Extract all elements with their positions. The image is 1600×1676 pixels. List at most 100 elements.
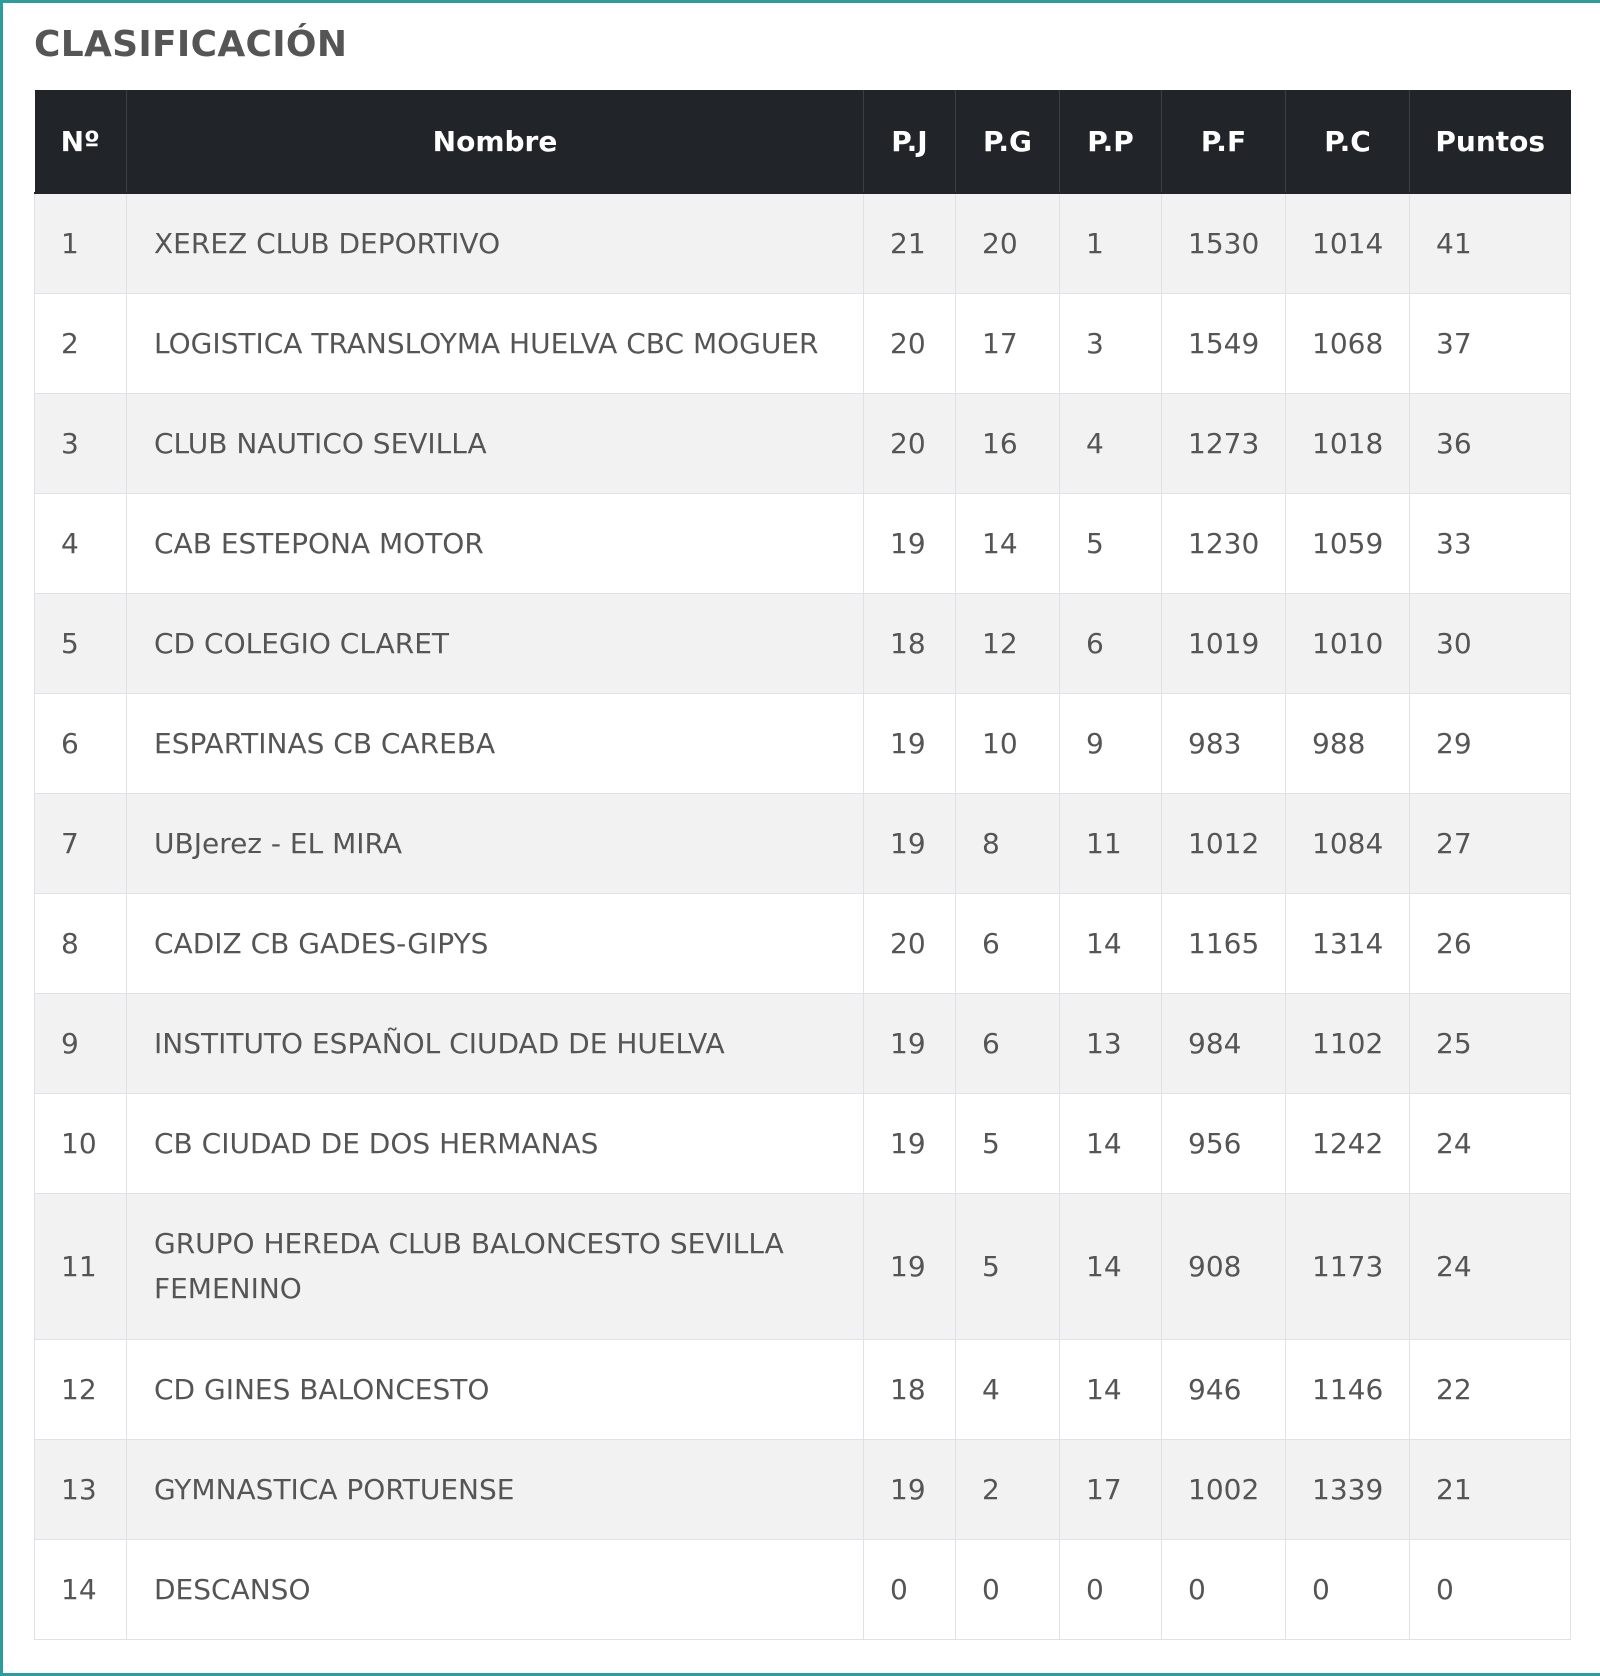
- cell-won: 17: [955, 292, 1060, 394]
- cell-points-for: 0: [1161, 1538, 1286, 1640]
- cell-team-name: GRUPO HEREDA CLUB BALONCESTO SEVILLA FEM…: [126, 1192, 864, 1340]
- table-body: 1 XEREZ CLUB DEPORTIVO 21 20 1 1530 1014 41 2 LOG…: [34, 192, 1571, 1640]
- cell-won: 14: [955, 492, 1060, 594]
- cell-team-name: XEREZ CLUB DEPORTIVO: [126, 192, 864, 294]
- cell-points: 33: [1409, 492, 1571, 594]
- table-row: 11 GRUPO HEREDA CLUB BALONCESTO SEVILLA F…: [34, 1192, 1571, 1340]
- cell-played: 20: [863, 892, 956, 994]
- cell-won: 16: [955, 392, 1060, 494]
- cell-position: 6: [34, 692, 127, 794]
- column-header-position: Nº: [34, 90, 127, 194]
- cell-points: 30: [1409, 592, 1571, 694]
- cell-lost: 14: [1059, 1092, 1162, 1194]
- column-header-lost: P.P: [1059, 90, 1162, 194]
- cell-played: 19: [863, 792, 956, 894]
- cell-lost: 11: [1059, 792, 1162, 894]
- cell-points-against: 1068: [1285, 292, 1410, 394]
- cell-points-against: 1059: [1285, 492, 1410, 594]
- column-header-points-against: P.C: [1285, 90, 1410, 194]
- cell-played: 0: [863, 1538, 956, 1640]
- cell-points-for: 1165: [1161, 892, 1286, 994]
- cell-played: 19: [863, 692, 956, 794]
- cell-points: 25: [1409, 992, 1571, 1094]
- cell-points-for: 1230: [1161, 492, 1286, 594]
- cell-lost: 6: [1059, 592, 1162, 694]
- cell-lost: 14: [1059, 1338, 1162, 1440]
- cell-points-for: 1019: [1161, 592, 1286, 694]
- cell-won: 2: [955, 1438, 1060, 1540]
- cell-team-name: CD GINES BALONCESTO: [126, 1338, 864, 1440]
- cell-won: 6: [955, 992, 1060, 1094]
- cell-team-name: CLUB NAUTICO SEVILLA: [126, 392, 864, 494]
- cell-played: 19: [863, 1092, 956, 1194]
- table-row: 12 CD GINES BALONCESTO 18 4 14 946 1146 22: [34, 1338, 1571, 1440]
- column-header-points-for: P.F: [1161, 90, 1286, 194]
- table-row: 7 UBJerez - EL MIRA 19 8 11 1012 1084 27: [34, 792, 1571, 894]
- cell-points-against: 1314: [1285, 892, 1410, 994]
- cell-team-name: UBJerez - EL MIRA: [126, 792, 864, 894]
- cell-position: 13: [34, 1438, 127, 1540]
- cell-won: 0: [955, 1538, 1060, 1640]
- cell-position: 11: [34, 1192, 127, 1340]
- table-row: 13 GYMNASTICA PORTUENSE 19 2 17 1002 1339 21: [34, 1438, 1571, 1540]
- cell-points-against: 1242: [1285, 1092, 1410, 1194]
- cell-points-for: 956: [1161, 1092, 1286, 1194]
- cell-won: 12: [955, 592, 1060, 694]
- cell-played: 19: [863, 992, 956, 1094]
- cell-points: 0: [1409, 1538, 1571, 1640]
- table-row: 8 CADIZ CB GADES-GIPYS 20 6 14 1165 1314 26: [34, 892, 1571, 994]
- cell-points-against: 1146: [1285, 1338, 1410, 1440]
- cell-played: 19: [863, 492, 956, 594]
- cell-won: 6: [955, 892, 1060, 994]
- cell-points-against: 0: [1285, 1538, 1410, 1640]
- table-header: Nº Nombre P.J P.G P.P P.F P.C Puntos: [34, 90, 1571, 194]
- cell-lost: 17: [1059, 1438, 1162, 1540]
- cell-position: 9: [34, 992, 127, 1094]
- cell-position: 7: [34, 792, 127, 894]
- table-row: 3 CLUB NAUTICO SEVILLA 20 16 4 1273 1018 36: [34, 392, 1571, 494]
- cell-lost: 3: [1059, 292, 1162, 394]
- cell-played: 18: [863, 592, 956, 694]
- cell-points-for: 1530: [1161, 192, 1286, 294]
- cell-points-for: 908: [1161, 1192, 1286, 1340]
- cell-points-for: 1012: [1161, 792, 1286, 894]
- cell-won: 20: [955, 192, 1060, 294]
- cell-points: 26: [1409, 892, 1571, 994]
- table-row: 2 LOGISTICA TRANSLOYMA HUELVA CBC MOGUER 2…: [34, 292, 1571, 394]
- table-row: 14 DESCANSO 0 0 0 0 0 0: [34, 1538, 1571, 1640]
- cell-position: 8: [34, 892, 127, 994]
- cell-position: 3: [34, 392, 127, 494]
- cell-played: 18: [863, 1338, 956, 1440]
- cell-points-against: 988: [1285, 692, 1410, 794]
- cell-position: 5: [34, 592, 127, 694]
- cell-points-against: 1014: [1285, 192, 1410, 294]
- cell-lost: 9: [1059, 692, 1162, 794]
- cell-points: 41: [1409, 192, 1571, 294]
- table-row: 5 CD COLEGIO CLARET 18 12 6 1019 1010 30: [34, 592, 1571, 694]
- cell-lost: 13: [1059, 992, 1162, 1094]
- cell-team-name: CD COLEGIO CLARET: [126, 592, 864, 694]
- cell-position: 14: [34, 1538, 127, 1640]
- cell-position: 4: [34, 492, 127, 594]
- cell-lost: 1: [1059, 192, 1162, 294]
- cell-points: 22: [1409, 1338, 1571, 1440]
- cell-points-for: 946: [1161, 1338, 1286, 1440]
- cell-points-for: 1549: [1161, 292, 1286, 394]
- cell-played: 20: [863, 392, 956, 494]
- table-row: 9 INSTITUTO ESPAÑOL CIUDAD DE HUELVA 19 6 13…: [34, 992, 1571, 1094]
- cell-lost: 0: [1059, 1538, 1162, 1640]
- cell-points: 27: [1409, 792, 1571, 894]
- standings-table: Nº Nombre P.J P.G P.P P.F P.C Puntos 1 XE…: [34, 90, 1571, 1640]
- cell-team-name: LOGISTICA TRANSLOYMA HUELVA CBC MOGUER: [126, 292, 864, 394]
- cell-lost: 14: [1059, 1192, 1162, 1340]
- cell-team-name: ESPARTINAS CB CAREBA: [126, 692, 864, 794]
- table-row: 6 ESPARTINAS CB CAREBA 19 10 9 983 988 29: [34, 692, 1571, 794]
- cell-played: 19: [863, 1438, 956, 1540]
- cell-points-against: 1339: [1285, 1438, 1410, 1540]
- table-row: 1 XEREZ CLUB DEPORTIVO 21 20 1 1530 1014 41: [34, 192, 1571, 294]
- cell-points: 21: [1409, 1438, 1571, 1540]
- cell-won: 10: [955, 692, 1060, 794]
- cell-won: 5: [955, 1192, 1060, 1340]
- cell-points-for: 984: [1161, 992, 1286, 1094]
